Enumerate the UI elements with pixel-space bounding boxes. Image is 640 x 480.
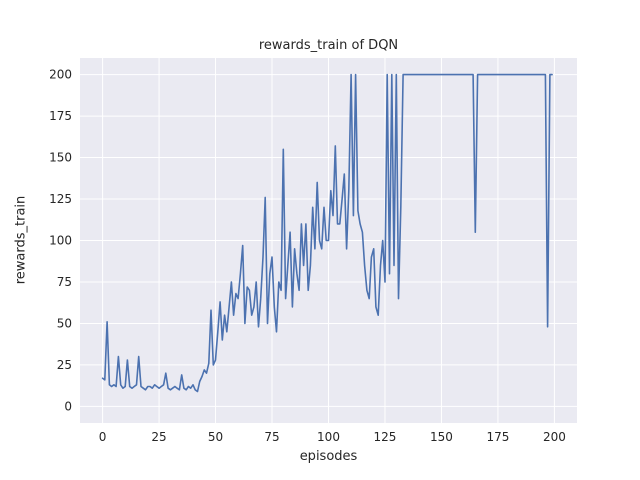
y-tick-label: 75: [57, 275, 72, 289]
y-tick-label: 50: [57, 316, 72, 330]
y-tick-label: 25: [57, 358, 72, 372]
rewards-train-line: [101, 73, 553, 393]
y-tick-label: 175: [49, 109, 72, 123]
y-tick-label: 150: [49, 151, 72, 165]
x-tick-label: 50: [208, 430, 223, 444]
x-axis-label: episodes: [299, 449, 358, 464]
x-tick-label: 150: [430, 430, 453, 444]
y-axis-label: rewards_train: [13, 195, 29, 285]
x-tick-label: 125: [374, 430, 397, 444]
x-tick-label: 200: [543, 430, 566, 444]
y-tick-label: 125: [49, 192, 72, 206]
x-tick-label: 100: [317, 430, 340, 444]
y-tick-label: 0: [64, 399, 72, 413]
y-tick-label: 200: [49, 68, 72, 82]
x-tick-label: 25: [151, 430, 166, 444]
x-tick-label: 175: [486, 430, 509, 444]
y-tick-label: 100: [49, 234, 72, 248]
x-tick-label: 75: [264, 430, 279, 444]
x-tick-label: 0: [99, 430, 107, 444]
chart-title: rewards_train of DQN: [258, 38, 399, 53]
